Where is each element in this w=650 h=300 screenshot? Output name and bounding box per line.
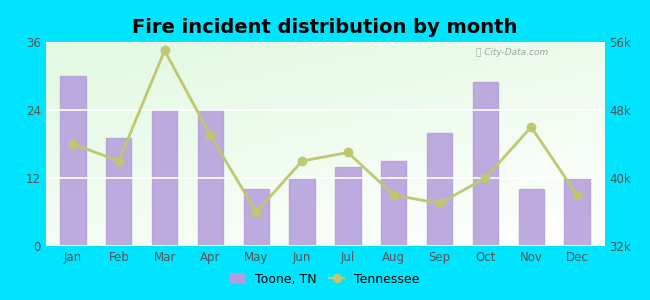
Text: Fire incident distribution by month: Fire incident distribution by month <box>133 18 517 37</box>
Bar <box>244 189 269 246</box>
Bar <box>473 82 498 246</box>
Bar <box>519 189 544 246</box>
Legend: Toone, TN, Tennessee: Toone, TN, Tennessee <box>226 268 424 291</box>
Bar <box>335 167 361 246</box>
Text: ⓘ City-Data.com: ⓘ City-Data.com <box>476 48 548 57</box>
Bar <box>427 133 452 246</box>
Bar <box>152 110 177 246</box>
Bar <box>381 161 406 246</box>
Bar <box>106 138 131 246</box>
Bar <box>198 110 223 246</box>
Bar <box>289 178 315 246</box>
Bar <box>564 178 590 246</box>
Bar <box>60 76 86 246</box>
